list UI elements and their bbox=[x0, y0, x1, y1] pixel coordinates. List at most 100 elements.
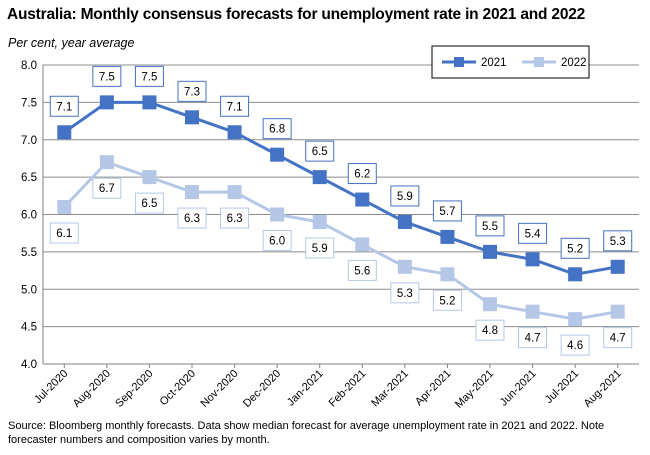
data-label-2022: 6.3 bbox=[220, 207, 250, 229]
data-label-box bbox=[262, 230, 292, 251]
x-tick-label: Feb-2021 bbox=[327, 368, 369, 410]
data-label-text: 6.7 bbox=[99, 183, 115, 195]
data-label-2021: 7.5 bbox=[92, 65, 122, 87]
x-tick-label: Aug-2021 bbox=[582, 368, 624, 410]
data-label-box bbox=[475, 319, 505, 341]
data-label-box bbox=[49, 222, 79, 244]
data-label-2021: 6.2 bbox=[347, 163, 377, 185]
data-label-text: 6.3 bbox=[227, 213, 243, 225]
data-label-box bbox=[432, 289, 462, 311]
marker-2021 bbox=[568, 267, 583, 282]
data-label-box bbox=[603, 230, 633, 252]
y-tick-label: 5.5 bbox=[21, 247, 37, 259]
x-tick-label: Jul-2021 bbox=[543, 368, 581, 406]
legend-label-2022: 2022 bbox=[561, 57, 587, 69]
data-label-box bbox=[603, 327, 633, 349]
data-label-box bbox=[347, 163, 377, 185]
data-label-2021: 5.4 bbox=[518, 222, 548, 244]
data-label-box bbox=[134, 65, 164, 87]
data-label-2022: 6.7 bbox=[92, 177, 122, 199]
data-label-text: 5.2 bbox=[439, 295, 455, 307]
data-label-2022: 6.1 bbox=[49, 222, 79, 244]
data-label-box bbox=[475, 215, 505, 237]
data-label-2021: 5.3 bbox=[603, 230, 633, 252]
data-label-box bbox=[177, 80, 207, 102]
gridlines bbox=[43, 64, 639, 365]
data-label-2021: 7.1 bbox=[220, 95, 250, 117]
legend-marker-2022 bbox=[534, 57, 544, 67]
y-tick-label: 7.5 bbox=[21, 97, 37, 109]
x-tick-label: Jul-2020 bbox=[32, 368, 70, 406]
data-label-text: 6.1 bbox=[56, 228, 72, 240]
data-label-box bbox=[347, 259, 377, 281]
data-label-2022: 4.6 bbox=[560, 334, 590, 356]
legend-marker-2021 bbox=[454, 57, 464, 67]
data-label-box bbox=[305, 237, 335, 259]
y-tick-label: 7.0 bbox=[21, 135, 37, 147]
data-label-2021: 6.8 bbox=[262, 118, 292, 140]
data-label-2021: 5.7 bbox=[432, 200, 462, 222]
data-label-box bbox=[390, 185, 420, 207]
data-label-2022: 5.3 bbox=[390, 282, 420, 304]
data-label-text: 5.7 bbox=[439, 206, 455, 218]
x-tick-label: Nov-2020 bbox=[198, 368, 240, 410]
marker-2021 bbox=[99, 95, 114, 110]
data-label-text: 6.8 bbox=[269, 124, 285, 136]
data-label-text: 4.8 bbox=[482, 325, 498, 337]
data-label-box bbox=[518, 327, 548, 349]
x-tick-label: Aug-2020 bbox=[71, 368, 113, 410]
marker-2022 bbox=[610, 304, 625, 319]
data-label-text: 7.5 bbox=[99, 71, 115, 83]
x-tick-label: Mar-2021 bbox=[369, 368, 411, 410]
marker-2022 bbox=[99, 155, 114, 170]
marker-2022 bbox=[142, 170, 157, 185]
legend: 2021 2022 bbox=[431, 45, 590, 79]
data-labels: 7.1 7.5 7.5 7.3 7.1 6.8 6.5 6.2 5.9 5.7 5.5 5.4 5.2 5… bbox=[49, 65, 633, 356]
data-label-text: 6.0 bbox=[269, 236, 285, 248]
data-label-text: 5.9 bbox=[397, 191, 413, 203]
data-label-text: 6.5 bbox=[312, 146, 328, 158]
data-label-2021: 7.1 bbox=[49, 95, 79, 117]
data-label-2022: 4.8 bbox=[475, 319, 505, 341]
chart-subtitle: Per cent, year average bbox=[8, 36, 135, 50]
data-label-text: 5.9 bbox=[312, 243, 328, 255]
y-tick-label: 6.5 bbox=[21, 172, 37, 184]
data-label-text: 6.5 bbox=[141, 198, 157, 210]
data-label-2021: 6.5 bbox=[305, 140, 335, 162]
data-label-box bbox=[262, 118, 292, 140]
data-label-text: 6.3 bbox=[184, 213, 200, 225]
legend-label-2021: 2021 bbox=[481, 57, 507, 69]
data-label-text: 5.2 bbox=[567, 243, 583, 255]
data-label-text: 7.3 bbox=[184, 86, 200, 98]
data-label-2022: 6.5 bbox=[134, 192, 164, 214]
x-tick-label: May-2021 bbox=[453, 368, 496, 411]
marker-2022 bbox=[568, 312, 583, 327]
data-label-box bbox=[134, 192, 164, 214]
marker-2022 bbox=[440, 267, 455, 282]
data-label-2022: 5.2 bbox=[432, 289, 462, 311]
data-label-2022: 6.0 bbox=[262, 230, 292, 251]
data-label-text: 5.3 bbox=[397, 288, 413, 300]
data-label-2022: 6.3 bbox=[177, 207, 207, 229]
data-label-text: 5.5 bbox=[482, 221, 498, 233]
data-label-2022: 5.6 bbox=[347, 259, 377, 281]
series-lines bbox=[57, 95, 625, 327]
marker-2022 bbox=[483, 297, 497, 312]
data-label-box bbox=[560, 334, 590, 356]
series-line-2021 bbox=[63, 100, 618, 276]
data-label-box bbox=[177, 207, 207, 229]
data-label-box bbox=[518, 222, 548, 244]
marker-2022 bbox=[57, 200, 72, 215]
marker-2021 bbox=[355, 192, 370, 207]
data-label-text: 4.6 bbox=[567, 340, 583, 352]
data-label-2021: 7.3 bbox=[177, 80, 207, 102]
data-label-box bbox=[92, 65, 122, 87]
source-note: Source: Bloomberg monthly forecasts. Dat… bbox=[8, 420, 605, 446]
data-label-box bbox=[305, 140, 335, 162]
marker-2022 bbox=[355, 237, 370, 252]
marker-2021 bbox=[227, 125, 242, 140]
x-tick-label: Jun-2021 bbox=[498, 368, 539, 409]
x-tick-label: Jan-2021 bbox=[285, 368, 326, 409]
marker-2021 bbox=[440, 229, 455, 244]
x-tick-label: Dec-2020 bbox=[241, 368, 283, 410]
